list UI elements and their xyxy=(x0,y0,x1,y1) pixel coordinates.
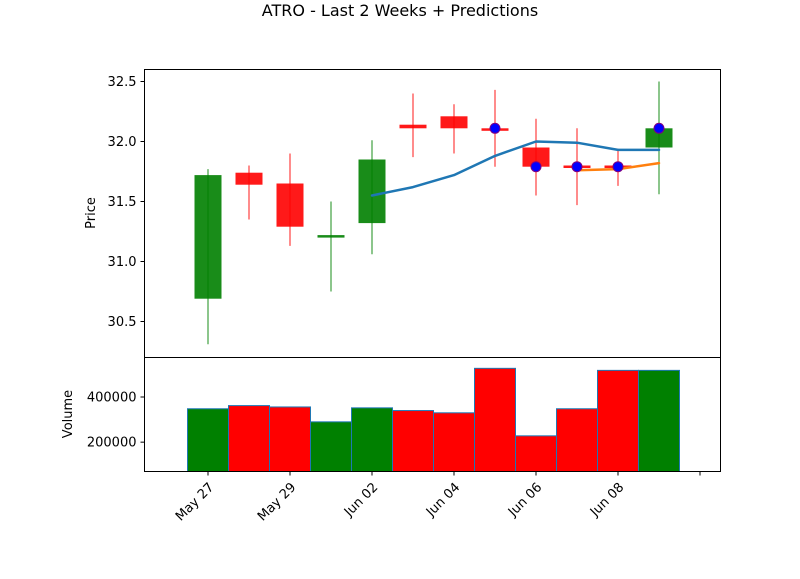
volume-bar xyxy=(515,435,557,472)
volume-plot-area xyxy=(187,367,680,473)
candle-body xyxy=(194,175,222,299)
volume-bar xyxy=(228,405,270,472)
volume-bar xyxy=(269,406,311,472)
x-tick-label: Jun 08 xyxy=(587,480,627,520)
candle-body xyxy=(399,124,427,129)
volume-bar xyxy=(556,408,598,472)
candle-body xyxy=(276,183,304,227)
x-tick-label: Jun 04 xyxy=(423,480,463,520)
volume-bar xyxy=(187,408,229,472)
price-y-tick-label: 32.5 xyxy=(108,75,137,90)
volume-y-ticks: 200000 400000 xyxy=(87,391,145,451)
price-y-ticks: 30.5 31.0 31.5 32.0 32.5 xyxy=(108,75,145,330)
price-axes-frame xyxy=(144,69,721,358)
candle-body xyxy=(440,116,468,129)
volume-y-axis-label: Volume xyxy=(61,390,76,438)
volume-bar xyxy=(351,407,393,473)
prediction-line xyxy=(370,140,661,197)
x-axis-ticks: May 27 May 29 Jun 02 Jun 04 Jun 06 Jun 08 xyxy=(173,471,701,524)
prediction-marker xyxy=(653,122,665,134)
volume-y-tick-label: 200000 xyxy=(87,436,137,451)
prediction-marker xyxy=(489,122,501,134)
volume-panel: 200000 400000 Volume xyxy=(61,357,721,473)
candle-body xyxy=(317,235,345,238)
price-y-axis-label: Price xyxy=(84,197,99,229)
candle-body xyxy=(522,147,550,167)
volume-bar xyxy=(638,369,680,473)
volume-bar xyxy=(597,369,639,473)
volume-bar xyxy=(433,412,475,473)
price-plot-area xyxy=(194,81,673,345)
prediction-marker xyxy=(530,161,542,173)
candle-body xyxy=(235,172,263,185)
candle-body xyxy=(645,128,673,148)
x-tick-label: Jun 06 xyxy=(505,480,545,520)
x-tick-label: Jun 02 xyxy=(341,480,381,520)
chart-title: ATRO - Last 2 Weeks + Predictions xyxy=(262,1,538,20)
prediction-marker xyxy=(571,161,583,173)
volume-bar xyxy=(310,421,352,473)
price-panel: 30.5 31.0 31.5 32.0 32.5 Price xyxy=(84,69,721,358)
price-y-tick-label: 32.0 xyxy=(108,135,137,150)
candle-body xyxy=(358,159,386,224)
prediction-marker xyxy=(612,161,624,173)
price-y-tick-label: 30.5 xyxy=(108,315,137,330)
volume-y-tick-label: 400000 xyxy=(87,391,137,406)
x-tick-label: May 29 xyxy=(255,480,299,524)
volume-bar xyxy=(392,410,434,472)
volume-bar xyxy=(474,367,516,472)
x-tick-label: May 27 xyxy=(173,480,217,524)
price-y-tick-label: 31.5 xyxy=(108,195,137,210)
price-y-tick-label: 31.0 xyxy=(108,255,137,270)
volume-axes-frame xyxy=(144,357,721,472)
